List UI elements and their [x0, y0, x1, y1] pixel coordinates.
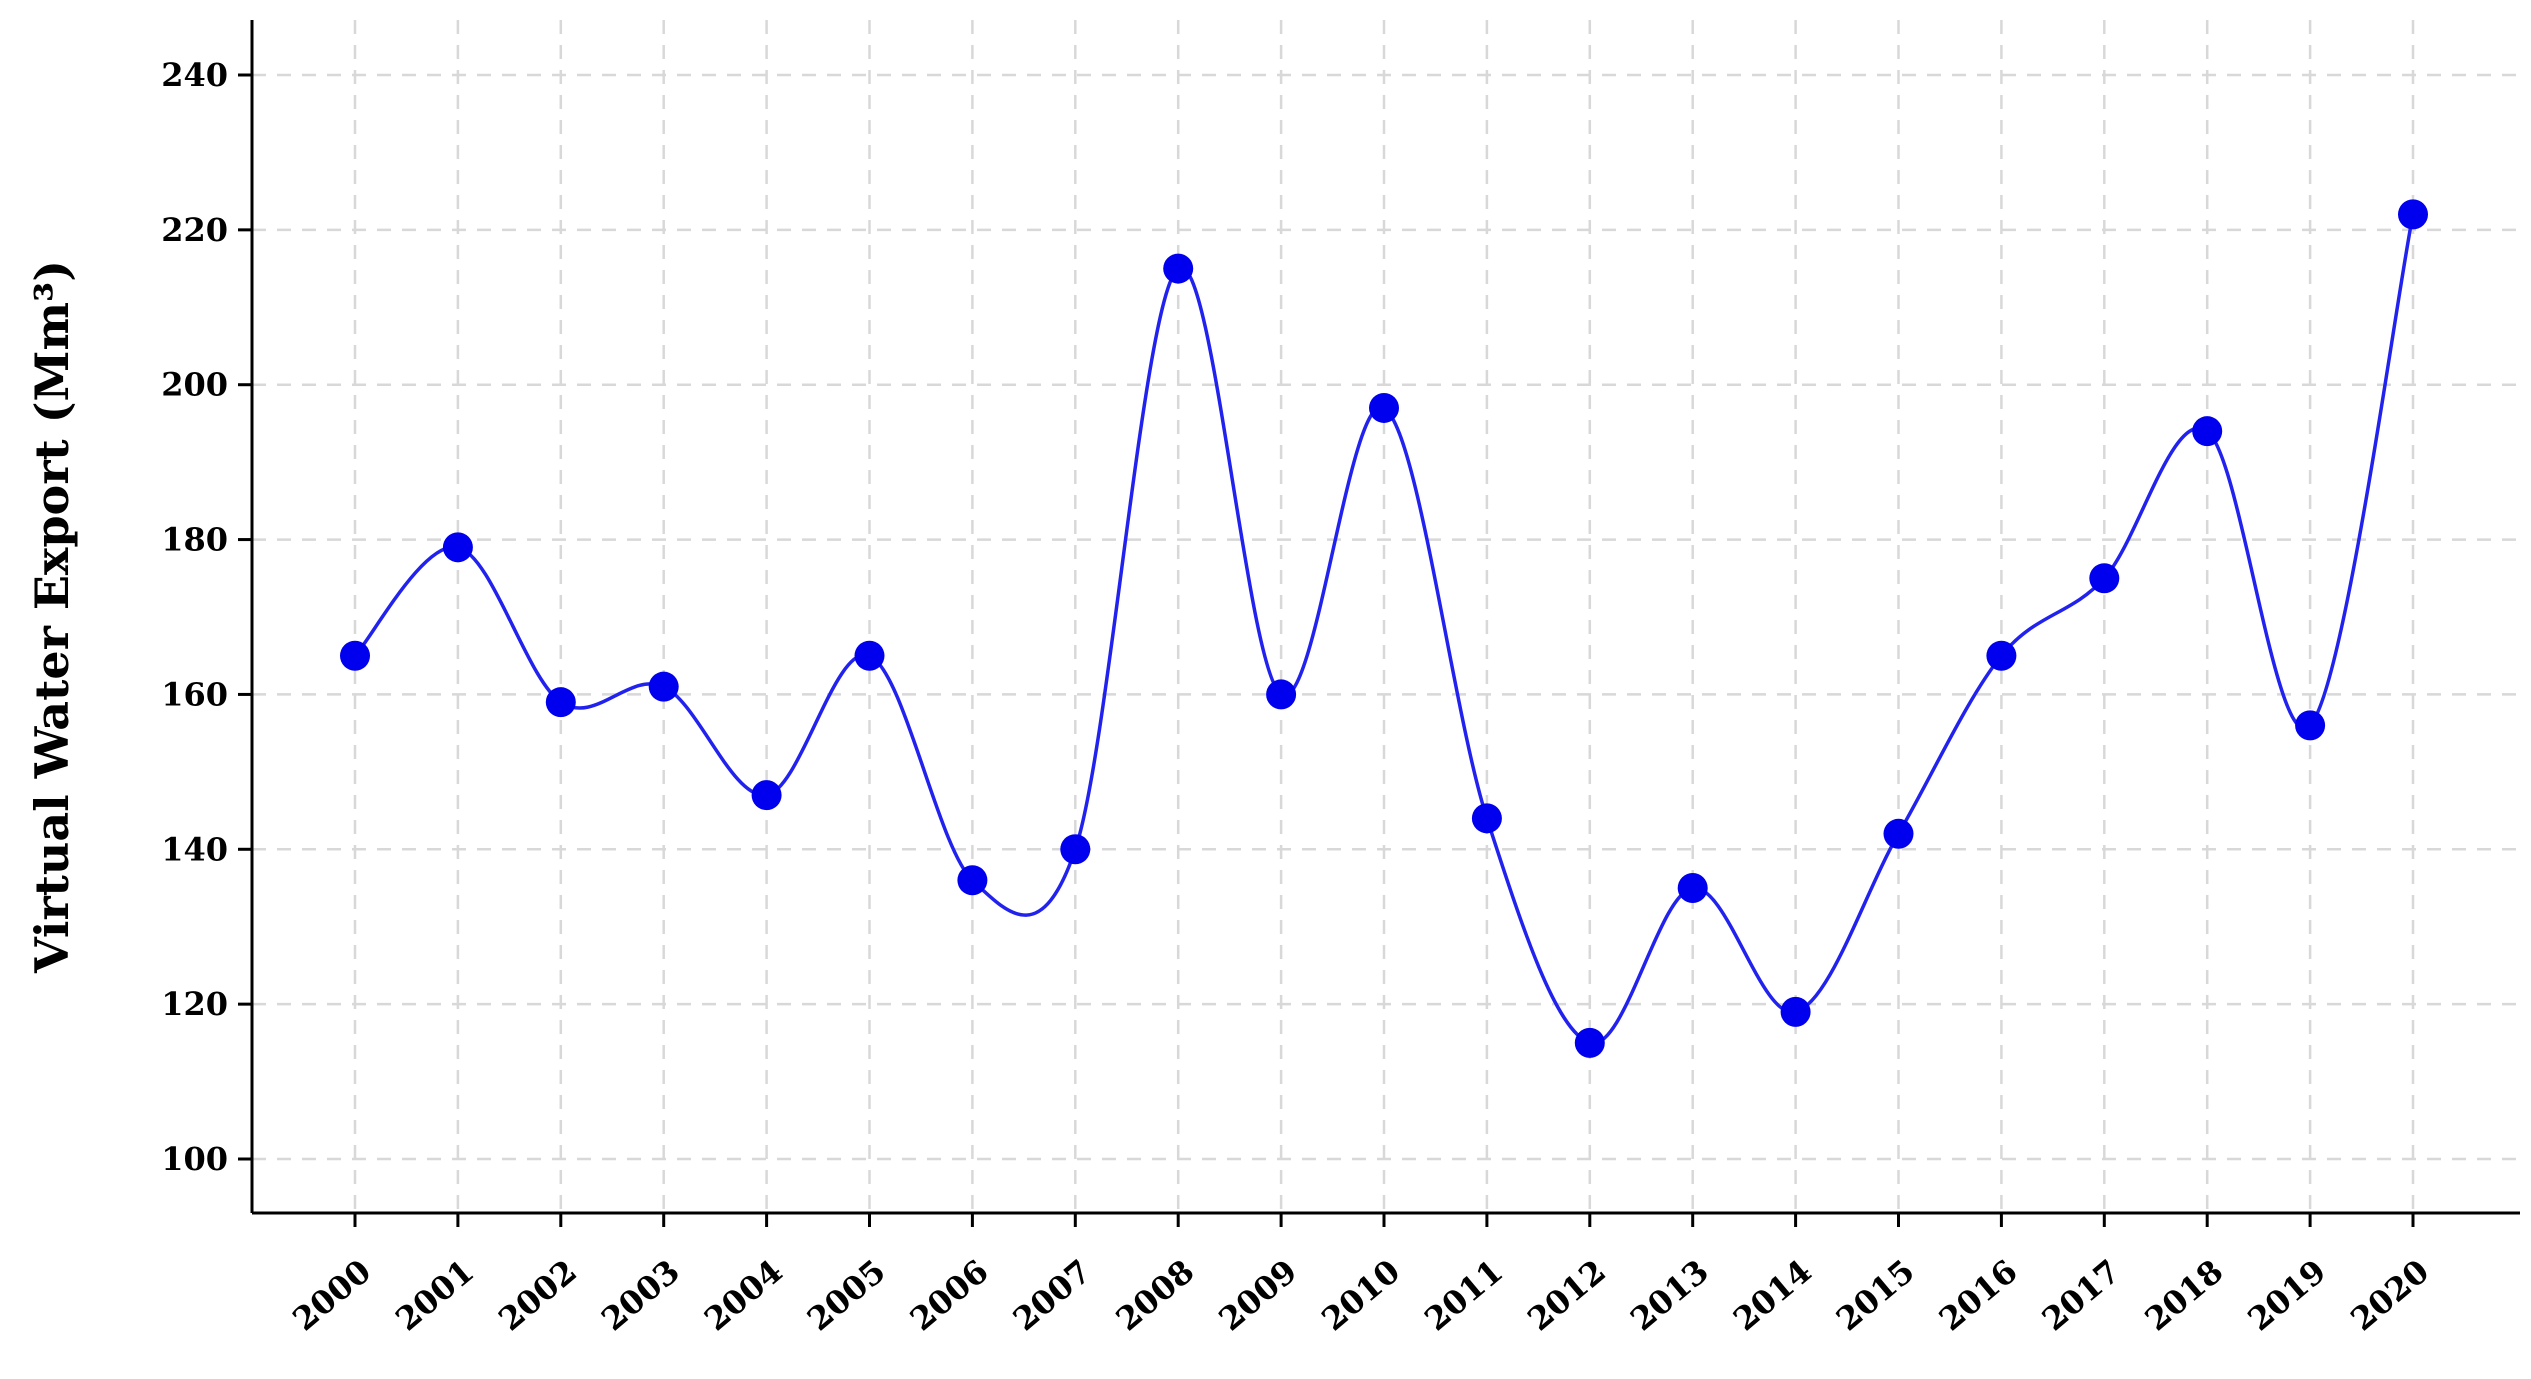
x-tick-label: 2014: [1726, 1252, 1819, 1338]
y-tick-label: 100: [161, 1140, 228, 1178]
x-tick-label: 2017: [2035, 1252, 2128, 1338]
data-point-2008: [1163, 253, 1194, 284]
data-point-2020: [2398, 199, 2428, 230]
x-tick-label: 2005: [800, 1252, 893, 1338]
y-tick-label: 200: [161, 366, 228, 404]
y-tick-label: 120: [161, 985, 228, 1023]
x-tick-label: 2006: [903, 1252, 996, 1338]
series: [340, 199, 2428, 1058]
data-point-2002: [545, 687, 576, 718]
data-point-2013: [1677, 873, 1708, 903]
data-point-2010: [1369, 392, 1399, 423]
x-tick-label: 2004: [697, 1252, 790, 1338]
data-point-2004: [751, 780, 782, 811]
x-tick-label: 2015: [1829, 1252, 1922, 1338]
x-axis-ticks: 2000 2001 2002 2003 2004 2005 2006 2007 2008 2009…: [285, 1213, 2436, 1338]
x-tick-label: 2009: [1212, 1252, 1305, 1338]
y-axis-ticks: 100 120 140 160 180 200 220 240: [161, 56, 252, 1178]
x-tick-label: 2019: [2241, 1252, 2334, 1338]
data-point-2011: [1471, 803, 1502, 834]
x-tick-label: 2018: [2138, 1252, 2231, 1338]
data-point-2006: [957, 865, 988, 896]
data-point-2014: [1780, 996, 1811, 1027]
x-tick-label: 2011: [1417, 1252, 1510, 1338]
y-tick-label: 240: [161, 56, 228, 94]
axes: [250, 20, 2520, 1215]
data-point-2015: [1883, 818, 1914, 849]
data-point-2009: [1266, 679, 1297, 710]
y-tick-label: 140: [161, 830, 228, 868]
data-point-2000: [340, 640, 370, 671]
x-tick-label: 2002: [491, 1252, 584, 1338]
data-point-2016: [1986, 640, 2017, 671]
data-point-2019: [2295, 710, 2326, 741]
data-point-2003: [648, 671, 679, 702]
y-tick-label: 220: [161, 211, 228, 249]
x-tick-label: 2012: [1520, 1252, 1613, 1338]
data-point-2017: [2089, 563, 2120, 594]
y-tick-label: 160: [161, 675, 228, 713]
y-axis-title: Virtual Water Export (Mm³): [25, 260, 79, 974]
x-tick-label: 2008: [1109, 1252, 1202, 1338]
x-tick-label: 2016: [1932, 1252, 2025, 1338]
x-tick-label: 2000: [285, 1252, 378, 1338]
data-point-2012: [1574, 1027, 1605, 1058]
x-tick-label: 2007: [1006, 1252, 1099, 1338]
data-point-2001: [442, 532, 473, 563]
y-tick-label: 180: [161, 521, 228, 559]
x-tick-label: 2010: [1314, 1252, 1407, 1338]
grid: [252, 20, 2520, 1213]
x-tick-label: 2003: [594, 1252, 687, 1338]
data-point-2005: [854, 640, 885, 671]
data-point-2018: [2192, 416, 2223, 447]
x-tick-label: 2001: [388, 1252, 481, 1338]
x-tick-label: 2013: [1623, 1252, 1716, 1338]
x-tick-label: 2020: [2343, 1252, 2436, 1338]
data-point-2007: [1060, 834, 1091, 865]
